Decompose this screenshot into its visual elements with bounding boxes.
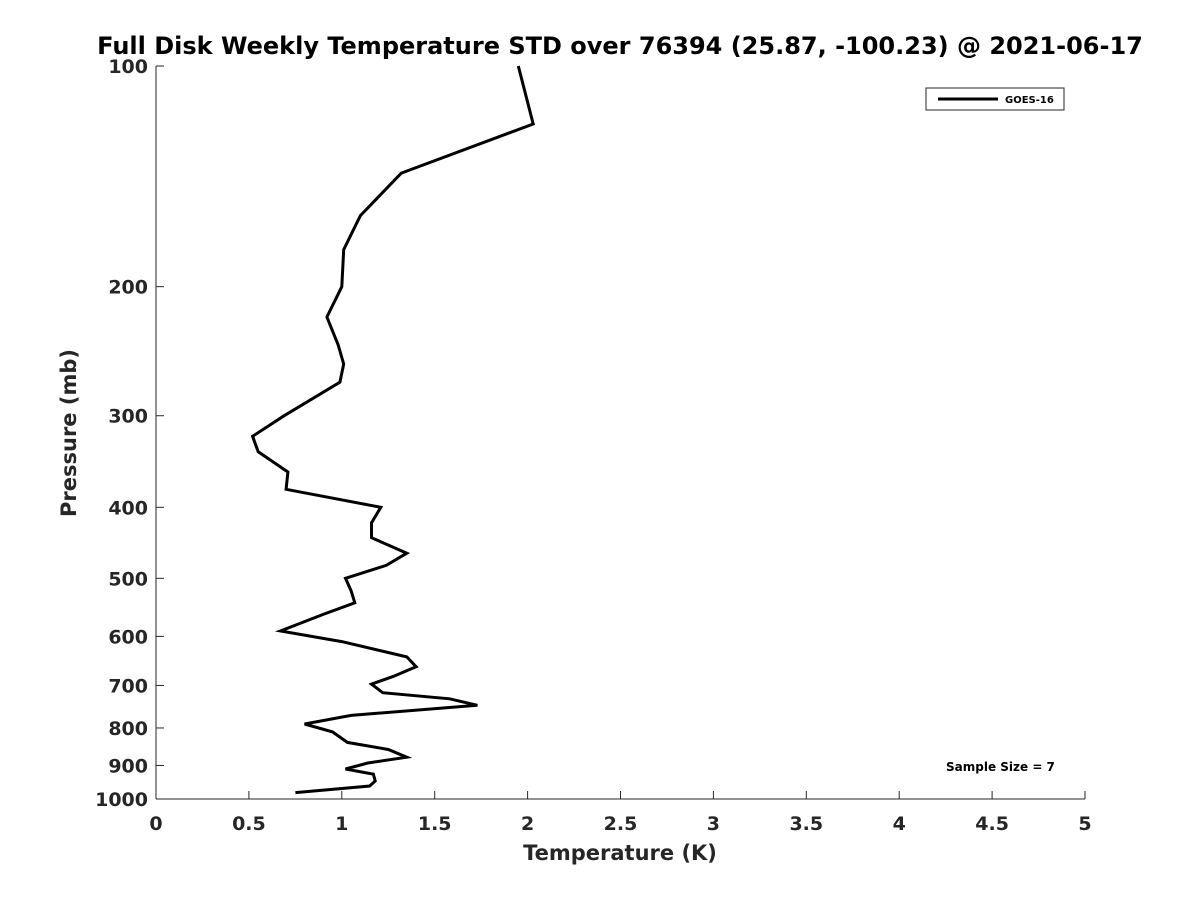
legend: GOES-16 <box>925 87 1065 111</box>
y-tick-label: 400 <box>108 497 148 519</box>
x-tick-label: 2 <box>521 813 534 835</box>
x-tick-label: 1.5 <box>418 813 452 835</box>
x-tick-label: 0 <box>149 813 162 835</box>
y-tick-label: 200 <box>108 277 148 299</box>
series-layer <box>250 65 535 795</box>
y-tick-label: 300 <box>108 406 148 428</box>
y-tick-label: 100 <box>108 56 148 78</box>
y-tick-label: 500 <box>108 568 148 590</box>
x-tick-label: 2.5 <box>604 813 638 835</box>
series-line-goes-16 <box>250 65 535 795</box>
x-tick-label: 4.5 <box>975 813 1009 835</box>
x-tick-label: 0.5 <box>232 813 266 835</box>
x-ticks: 0 0.5 1 1.5 2 2.5 3 3.5 4 4.5 5 <box>149 791 1092 835</box>
legend-label-goes-16: GOES-16 <box>1005 95 1054 106</box>
chart-title: Full Disk Weekly Temperature STD over 76… <box>97 32 1143 60</box>
x-tick-label: 4 <box>893 813 906 835</box>
x-axis-label: Temperature (K) <box>523 841 717 865</box>
x-tick-label: 1 <box>335 813 348 835</box>
sample-size-annotation: Sample Size = 7 <box>946 760 1055 774</box>
x-tick-label: 3.5 <box>789 813 823 835</box>
y-tick-label: 600 <box>108 626 148 648</box>
x-tick-label: 5 <box>1078 813 1091 835</box>
x-tick-label: 3 <box>707 813 720 835</box>
y-axis-label: Pressure (mb) <box>57 349 81 517</box>
y-tick-label: 700 <box>108 675 148 697</box>
y-tick-label: 1000 <box>95 789 148 811</box>
y-tick-label: 900 <box>108 755 148 777</box>
y-tick-label: 800 <box>108 718 148 740</box>
y-ticks: 100 200 300 400 500 600 700 800 900 1000 <box>95 56 164 811</box>
